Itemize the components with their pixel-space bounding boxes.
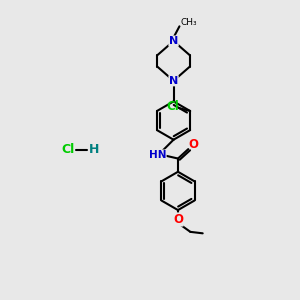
Text: N: N [169,36,178,46]
Text: Cl: Cl [166,100,179,113]
Text: O: O [189,138,199,151]
Text: HN: HN [148,150,166,160]
Text: O: O [173,213,183,226]
Text: Cl: Cl [61,143,74,157]
Text: H: H [89,143,99,157]
Text: N: N [169,76,178,86]
Text: CH₃: CH₃ [181,18,197,27]
